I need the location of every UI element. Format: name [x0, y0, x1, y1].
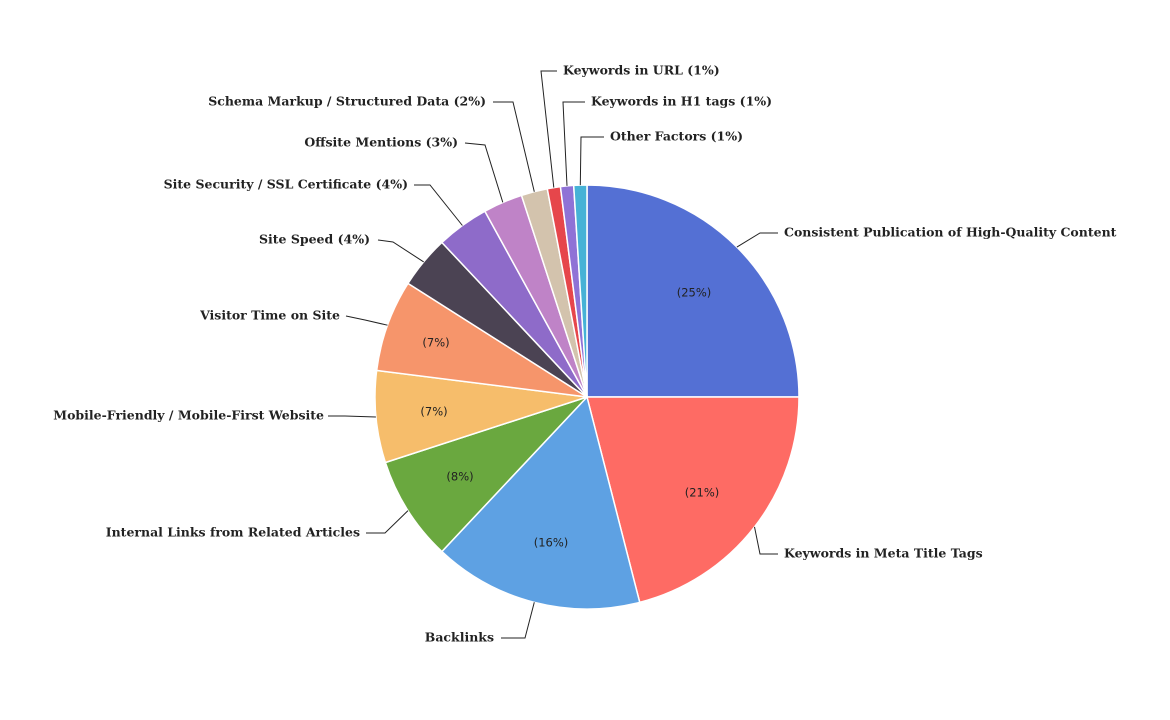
slice-label-offsite-mentions: Offsite Mentions (3%) [304, 135, 458, 150]
slice-percent-label-consistent-publication-of-high-quality-content: (25%) [677, 286, 712, 300]
leader-line-backlinks [501, 602, 535, 639]
slice-label-backlinks: Backlinks [425, 630, 494, 645]
slice-label-consistent-publication-of-high-quality-content: Consistent Publication of High-Quality C… [784, 225, 1117, 240]
inside-labels-layer: (25%) (21%) (16%) (8%) (7%) (7%) [420, 286, 719, 550]
slice-label-keywords-in-h1-tags: Keywords in H1 tags (1%) [591, 94, 772, 109]
leader-line-consistent-publication-of-high-quality-content [736, 232, 778, 248]
slice-label-other-factors: Other Factors (1%) [610, 129, 743, 144]
slice-label-mobile-friendly-mobile-first-website: Mobile-Friendly / Mobile-First Website [53, 408, 324, 423]
leader-line-other-factors [579, 136, 604, 186]
leader-line-site-security-ssl-certificate [414, 184, 463, 226]
slice-label-site-speed: Site Speed (4%) [259, 232, 370, 247]
leader-line-keywords-in-meta-title-tags [754, 526, 778, 555]
slice-label-visitor-time-on-site: Visitor Time on Site [199, 308, 340, 323]
slice-label-keywords-in-meta-title-tags: Keywords in Meta Title Tags [784, 546, 983, 561]
outside-labels-layer: Consistent Publication of High-Quality C… [53, 63, 1116, 645]
pie-slice-other-factors [572, 184, 588, 398]
slice-percent-label-mobile-friendly-mobile-first-website: (7%) [420, 405, 447, 419]
leader-line-internal-links-from-related-articles [366, 510, 409, 534]
slices-layer [374, 184, 800, 610]
leader-line-visitor-time-on-site [345, 315, 388, 326]
leader-lines-layer [328, 70, 778, 639]
slice-percent-label-visitor-time-on-site: (7%) [422, 336, 449, 350]
slice-percent-label-backlinks: (16%) [534, 536, 569, 550]
slice-label-internal-links-from-related-articles: Internal Links from Related Articles [106, 525, 360, 540]
slice-label-schema-markup-structured-data: Schema Markup / Structured Data (2%) [208, 94, 486, 109]
slice-percent-label-internal-links-from-related-articles: (8%) [446, 470, 473, 484]
pie-slice-internal-links-from-related-articles [384, 396, 588, 553]
leader-line-keywords-in-url [540, 70, 557, 188]
slice-percent-label-keywords-in-meta-title-tags: (21%) [685, 486, 720, 500]
leader-line-keywords-in-h1-tags [562, 101, 585, 186]
slice-label-site-security-ssl-certificate: Site Security / SSL Certificate (4%) [164, 177, 408, 192]
leader-line-mobile-friendly-mobile-first-website [328, 415, 376, 418]
slice-label-keywords-in-url: Keywords in URL (1%) [563, 63, 720, 78]
leader-line-schema-markup-structured-data [493, 101, 535, 192]
leader-line-offsite-mentions [464, 142, 504, 203]
leader-line-site-speed [377, 239, 424, 263]
